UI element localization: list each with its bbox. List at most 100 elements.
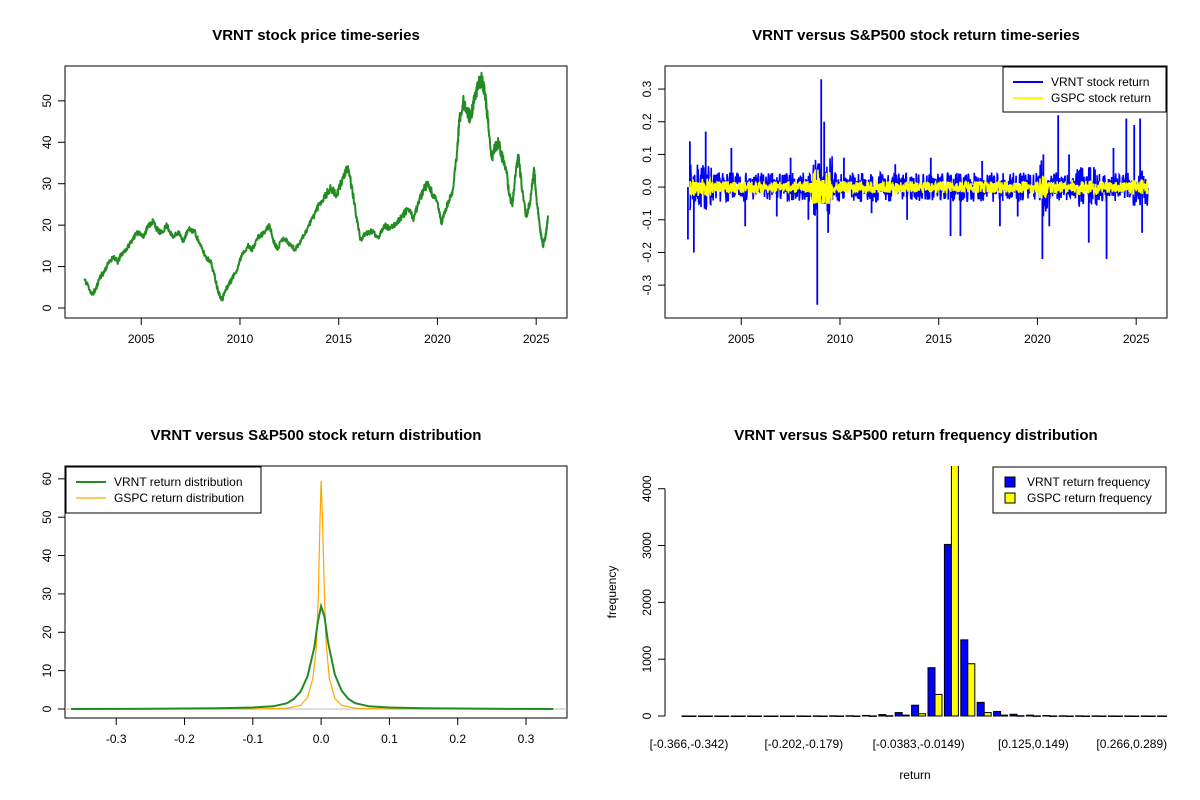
return-y-tick-label: -0.3	[640, 274, 654, 295]
chart-title: VRNT stock price time-series	[212, 27, 420, 44]
price-y-tick-label: 50	[40, 94, 54, 108]
vrnt-bar	[976, 701, 985, 717]
return-distribution-chart: VRNT versus S&P500 stock return distribu…	[40, 427, 568, 746]
return-y-tick-label: -0.1	[640, 209, 654, 230]
gspc-bar	[1131, 715, 1140, 717]
gspc-bar	[688, 715, 697, 717]
chart-title: VRNT versus S&P500 stock return distribu…	[151, 427, 482, 444]
vrnt-bar	[911, 704, 920, 717]
gspc-bar	[983, 712, 992, 717]
density-y-tick-label: 40	[40, 549, 54, 563]
gspc-density-line	[71, 480, 554, 710]
gspc-bar	[786, 715, 795, 717]
gspc-bar	[901, 714, 910, 717]
vrnt-bar	[927, 667, 936, 717]
gspc-return-line	[689, 169, 1149, 205]
gspc-bar	[885, 715, 894, 717]
gspc-bar	[737, 715, 746, 717]
vrnt-bar	[1140, 715, 1149, 717]
vrnt-bar	[1124, 715, 1133, 717]
return-y-tick-label: 0.3	[640, 80, 654, 97]
freq-x-tick-label: [-0.0383,-0.0149)	[873, 737, 965, 751]
chart-title: VRNT versus S&P500 return frequency dist…	[734, 427, 1097, 444]
price-y-tick-label: 40	[40, 135, 54, 149]
gspc-bar	[868, 715, 877, 717]
gspc-bar	[1016, 715, 1025, 717]
vrnt-bar	[1157, 715, 1166, 717]
legend-gspc-swatch	[1004, 492, 1016, 504]
vrnt-bar	[1091, 715, 1100, 717]
gspc-bar	[1164, 715, 1167, 717]
gspc-bar	[1082, 715, 1091, 717]
freq-y-tick-label: 0	[640, 712, 654, 719]
vrnt-bar	[714, 715, 723, 717]
price-y-tick-label: 30	[40, 177, 54, 191]
gspc-bar	[803, 715, 812, 717]
vrnt-bar	[796, 715, 805, 717]
density-x-tick-label: 0.2	[449, 732, 466, 746]
gspc-bar	[852, 715, 861, 717]
gspc-bar	[770, 715, 779, 717]
price-chart: VRNT stock price time-series 0 10 20 30 40 50 2…	[40, 27, 568, 346]
gspc-bar	[1114, 715, 1123, 717]
vrnt-bar	[730, 715, 739, 717]
vrnt-bar	[747, 715, 756, 717]
vrnt-bar	[993, 710, 1002, 717]
vrnt-bar	[894, 712, 903, 717]
freq-y-tick-label: 3000	[640, 532, 654, 559]
vrnt-bar	[960, 639, 969, 717]
price-x-tick-label: 2010	[227, 332, 254, 346]
density-x-tick-label: -0.2	[174, 732, 195, 746]
return-y-tick-label: 0.1	[640, 146, 654, 163]
vrnt-bar	[697, 715, 706, 717]
x-axis-label: return	[899, 768, 930, 782]
gspc-bar	[1000, 714, 1009, 717]
legend-gspc-label: GSPC return frequency	[1027, 491, 1152, 505]
price-x-tick-label: 2005	[128, 332, 155, 346]
vrnt-bar	[812, 715, 821, 717]
return-x-tick-label: 2020	[1024, 332, 1051, 346]
gspc-bar	[1147, 715, 1156, 717]
gspc-bar	[754, 715, 763, 717]
gspc-bar	[934, 693, 943, 717]
gspc-bar	[918, 713, 927, 717]
vrnt-bar	[763, 715, 772, 717]
legend-gspc-label: GSPC return distribution	[114, 491, 244, 505]
legend-gspc-label: GSPC stock return	[1051, 91, 1151, 105]
vrnt-bar	[1025, 714, 1034, 717]
vrnt-bar	[1009, 713, 1018, 717]
gspc-bar	[1049, 715, 1058, 717]
gspc-bar	[1065, 715, 1074, 717]
plot-frame	[64, 465, 568, 719]
legend-box	[1002, 66, 1167, 113]
vrnt-bar	[1058, 715, 1067, 717]
return-frequency-chart: VRNT versus S&P500 return frequency dist…	[605, 427, 1167, 782]
gspc-bar	[836, 715, 845, 717]
price-y-tick-label: 20	[40, 218, 54, 232]
density-y-tick-label: 30	[40, 587, 54, 601]
bars	[681, 466, 1167, 717]
return-timeseries-chart: VRNT versus S&P500 stock return time-ser…	[640, 27, 1168, 346]
vrnt-bar	[878, 714, 887, 717]
freq-x-tick-label: [0.125,0.149)	[998, 737, 1069, 751]
legend-vrnt-label: VRNT return frequency	[1027, 475, 1150, 489]
legend-vrnt-label: VRNT stock return	[1051, 75, 1149, 89]
legend-box	[65, 466, 262, 514]
price-x-tick-label: 2015	[325, 332, 352, 346]
price-line	[83, 71, 549, 302]
price-x-tick-label: 2020	[424, 332, 451, 346]
freq-y-tick-label: 4000	[640, 475, 654, 502]
vrnt-density-line	[71, 602, 554, 710]
vrnt-bar	[779, 715, 788, 717]
freq-x-tick-label: [0.266,0.289)	[1096, 737, 1167, 751]
return-y-tick-label: 0.0	[640, 178, 654, 195]
density-x-tick-label: -0.3	[106, 732, 127, 746]
vrnt-bar	[1107, 715, 1116, 717]
return-x-tick-label: 2015	[925, 332, 952, 346]
price-y-tick-label: 10	[40, 260, 54, 274]
gspc-bar	[819, 715, 828, 717]
density-x-tick-label: 0.1	[381, 732, 398, 746]
legend-vrnt-swatch	[1004, 476, 1016, 488]
gspc-bar	[1032, 715, 1041, 717]
